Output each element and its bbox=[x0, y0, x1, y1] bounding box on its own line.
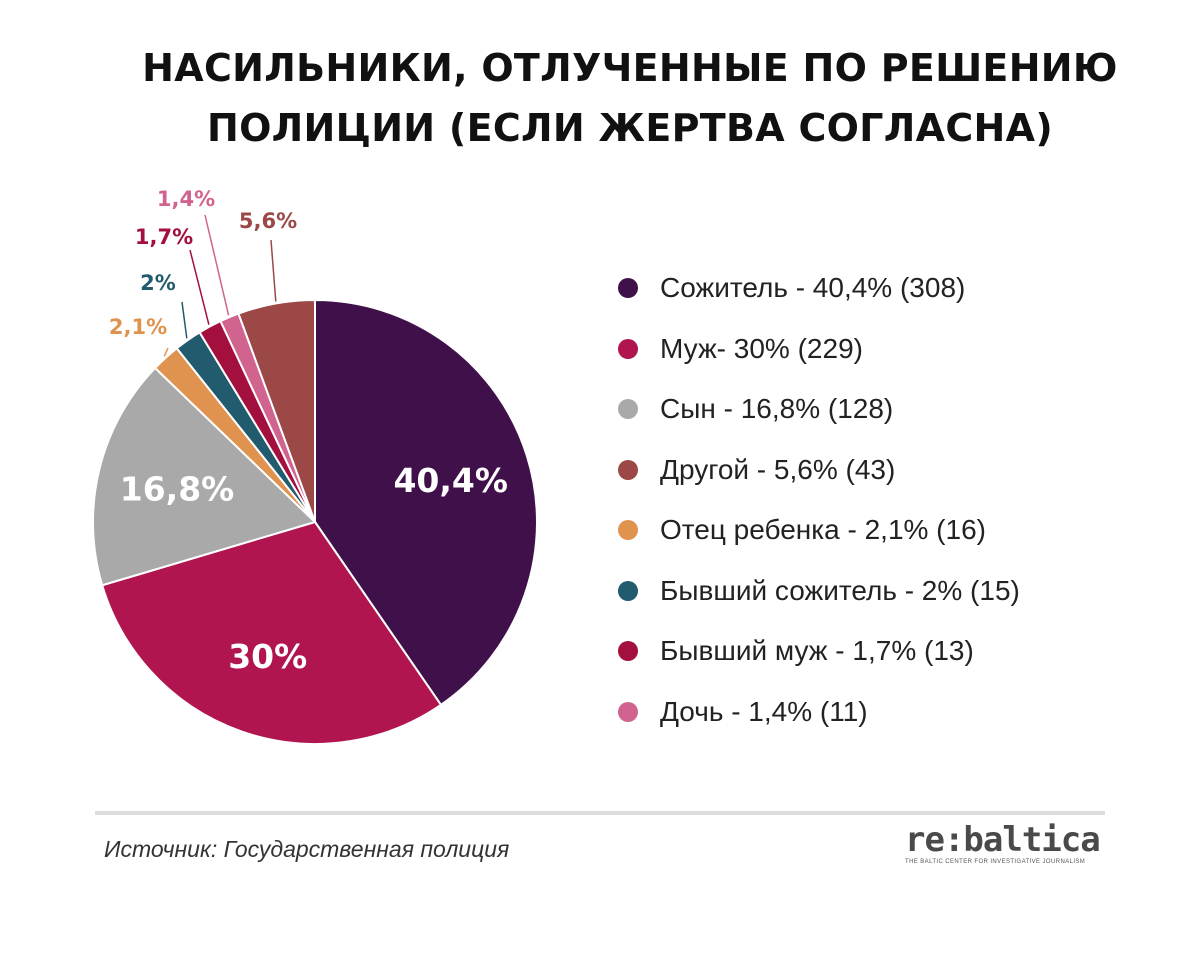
pie-slice-0 bbox=[314, 298, 538, 707]
chart-title-line-2: ПОЛИЦИИ (ЕСЛИ ЖЕРТВА СОГЛАСНА) bbox=[206, 106, 1054, 150]
legend-item: Другой - 5,6% (43) bbox=[618, 440, 1020, 501]
pie-data-label-0: 40,4% bbox=[393, 461, 508, 500]
pie-data-label-6: 1,4% bbox=[157, 187, 215, 211]
rebaltica-logo: re:baltica THE BALTIC CENTER FOR INVESTI… bbox=[905, 820, 1101, 865]
pie-slice-1 bbox=[100, 520, 443, 745]
legend-swatch bbox=[618, 580, 638, 601]
pie-data-label-2: 16,8% bbox=[120, 469, 235, 508]
legend-swatch bbox=[618, 701, 638, 722]
leader-line-6 bbox=[204, 214, 230, 316]
leader-line-4 bbox=[181, 301, 188, 339]
legend-swatch bbox=[618, 641, 638, 662]
legend-label: Отец ребенка - 2,1% (16) bbox=[660, 514, 986, 546]
legend-label: Дочь - 1,4% (11) bbox=[660, 695, 868, 727]
legend-label: Другой - 5,6% (43) bbox=[660, 453, 896, 485]
legend-item: Дочь - 1,4% (11) bbox=[618, 682, 1020, 743]
pie-data-label-7: 5,6% bbox=[239, 209, 297, 233]
legend-item: Сожитель - 40,4% (308) bbox=[618, 258, 1020, 319]
pie-data-label-1: 30% bbox=[228, 637, 307, 676]
legend-item: Отец ребенка - 2,1% (16) bbox=[618, 500, 1020, 561]
source-note: Источник: Государственная полиция bbox=[104, 836, 510, 862]
legend-swatch bbox=[618, 459, 638, 480]
chart-legend: Сожитель - 40,4% (308) Муж- 30% (229) Сын … bbox=[618, 258, 1020, 742]
pie-data-label-4: 2% bbox=[140, 271, 176, 295]
legend-label: Муж- 30% (229) bbox=[660, 332, 863, 364]
chart-title: НАСИЛЬНИКИ, ОТЛУЧЕННЫЕ ПО РЕШЕНИЮ ПОЛИЦИ… bbox=[60, 38, 1200, 158]
pie-slice-7 bbox=[237, 298, 316, 523]
legend-swatch bbox=[618, 278, 638, 299]
legend-label: Сын - 16,8% (128) bbox=[660, 393, 894, 425]
chart-title-line-1: НАСИЛЬНИКИ, ОТЛУЧЕННЫЕ ПО РЕШЕНИЮ bbox=[142, 46, 1118, 90]
pie-data-label-3: 2,1% bbox=[109, 315, 167, 339]
legend-item: Бывший сожитель - 2% (15) bbox=[618, 561, 1020, 622]
legend-label: Бывший сожитель - 2% (15) bbox=[660, 574, 1020, 606]
legend-swatch bbox=[618, 520, 638, 541]
legend-label: Сожитель - 40,4% (308) bbox=[660, 272, 966, 304]
legend-swatch bbox=[618, 399, 638, 420]
pie-slice-2 bbox=[92, 366, 317, 587]
pie-data-label-5: 1,7% bbox=[135, 225, 193, 249]
leader-line-7 bbox=[270, 239, 277, 302]
logo-wordmark: re:baltica bbox=[905, 820, 1101, 860]
footer-divider bbox=[95, 811, 1105, 815]
legend-item: Муж- 30% (229) bbox=[618, 319, 1020, 380]
legend-item: Бывший муж - 1,7% (13) bbox=[618, 621, 1020, 682]
legend-item: Сын - 16,8% (128) bbox=[618, 379, 1020, 440]
leader-line-5 bbox=[189, 249, 210, 325]
logo-tagline: THE BALTIC CENTER FOR INVESTIGATIVE JOUR… bbox=[905, 859, 1086, 865]
legend-swatch bbox=[618, 338, 638, 359]
legend-label: Бывший муж - 1,7% (13) bbox=[660, 635, 974, 667]
leader-line-3 bbox=[163, 347, 169, 357]
